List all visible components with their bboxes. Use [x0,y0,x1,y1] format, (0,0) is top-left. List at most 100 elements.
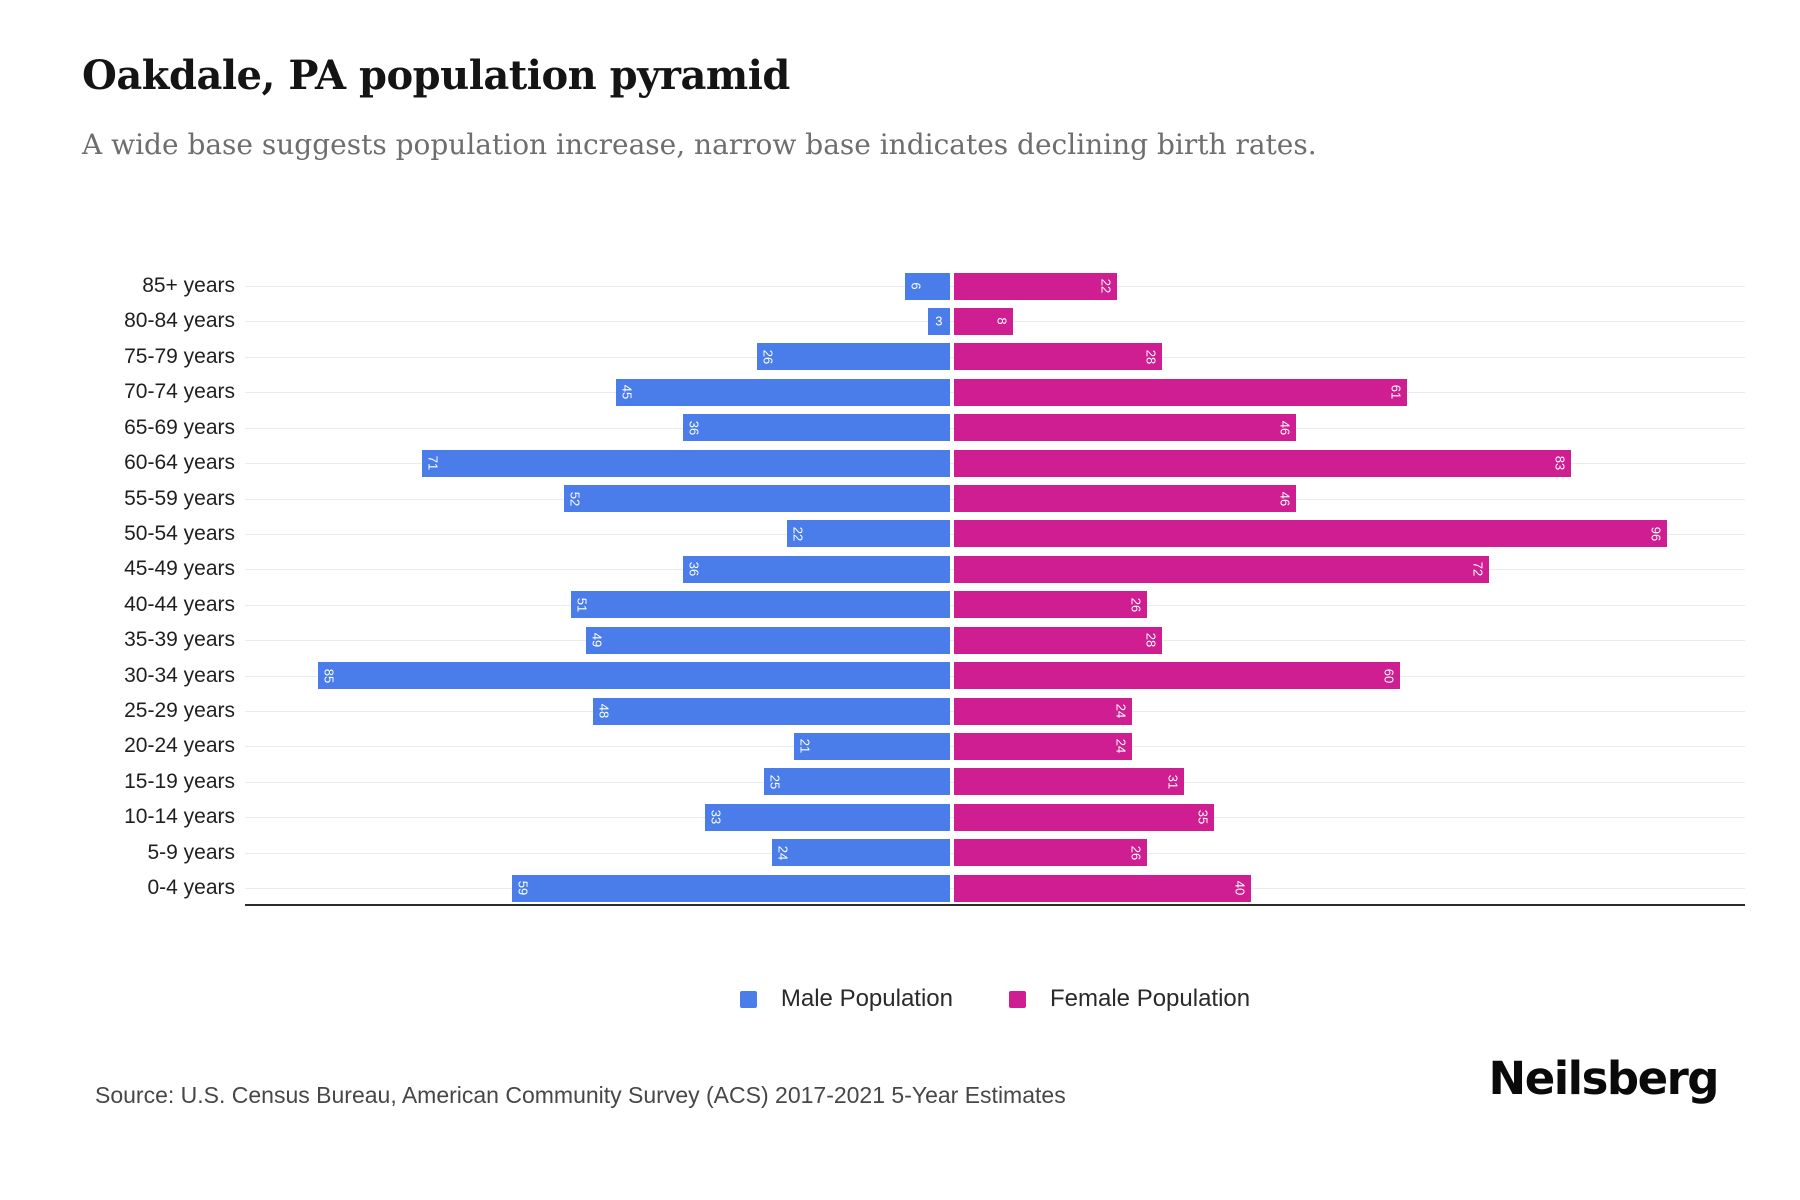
male-bar-value-label: 52 [567,491,583,506]
age-axis-label: 55-59 years [124,486,235,510]
female-bar-value-label: 31 [1165,774,1181,790]
age-axis-label: 30-34 years [124,663,235,687]
female-bar[interactable] [954,272,1118,300]
legend-male-label: Male Population [780,985,953,1012]
male-bar[interactable] [756,343,950,371]
female-bar-value-label: 61 [1388,385,1404,400]
female-bar[interactable] [954,414,1296,442]
female-bar[interactable] [954,803,1215,831]
male-bar-value-label: 59 [515,880,531,896]
age-axis-label: 65-69 years [124,415,235,439]
age-axis-label: 40-44 years [124,592,235,616]
female-bar-value-label: 28 [1143,632,1159,648]
brand-logo: Neilsberg [1488,1052,1720,1105]
male-bar-value-label: 49 [589,632,605,648]
legend-female-swatch-icon [1009,990,1026,1008]
female-bar-value-label: 46 [1277,491,1293,506]
male-bar[interactable] [571,591,950,619]
female-bar-value-label: 28 [1143,349,1159,365]
male-bar-value-label: 51 [574,597,590,612]
female-bar[interactable] [954,485,1296,513]
male-bar[interactable] [422,449,950,477]
male-bar[interactable] [563,485,950,513]
age-axis-label: 45-49 years [124,557,235,581]
male-bar[interactable] [905,272,950,300]
female-bar-value-label: 26 [1128,597,1144,612]
age-axis-label: 0-4 years [147,876,235,900]
male-bar-value-label: 71 [425,455,441,471]
male-bar-value-label: 48 [596,703,612,719]
male-bar[interactable] [927,307,950,335]
male-bar[interactable] [593,697,950,725]
male-bar-value-label: 25 [767,774,783,790]
male-bar[interactable] [318,662,950,690]
male-bar[interactable] [786,520,950,548]
female-bar[interactable] [954,732,1133,760]
female-bar-value-label: 24 [1113,703,1129,719]
female-bar-value-label: 83 [1552,455,1568,471]
male-bar-value-label: 3 [935,313,943,329]
male-bar-value-label: 22 [790,526,806,542]
female-bar-value-label: 26 [1128,845,1144,860]
female-bar[interactable] [954,591,1148,619]
male-bar[interactable] [511,874,950,902]
male-bar[interactable] [764,768,950,796]
female-bar[interactable] [954,343,1163,371]
legend-item-male[interactable]: Male Population [739,985,953,1013]
male-bar-value-label: 36 [686,562,702,577]
male-bar-value-label: 26 [760,349,776,365]
male-bar[interactable] [793,732,950,760]
female-bar-value-label: 22 [1098,278,1114,294]
age-axis-label: 10-14 years [124,805,235,829]
source-text: Source: U.S. Census Bureau, American Com… [95,1082,1066,1108]
female-bar-value-label: 35 [1195,810,1211,825]
female-bar[interactable] [954,626,1163,654]
age-axis-label: 85+ years [142,274,235,297]
female-bar[interactable] [954,520,1668,548]
age-axis-label: 25-29 years [124,699,235,723]
female-bar[interactable] [954,555,1489,583]
male-bar-value-label: 6 [908,282,924,290]
legend-female-label: Female Population [1050,985,1251,1012]
female-bar[interactable] [954,449,1571,477]
male-bar-value-label: 33 [708,810,724,825]
female-bar[interactable] [954,697,1133,725]
female-bar[interactable] [954,307,1014,335]
male-bar-value-label: 24 [775,845,791,860]
male-bar[interactable] [585,626,950,654]
female-bar-value-label: 24 [1113,739,1129,754]
female-bar-value-label: 72 [1470,562,1486,577]
male-bar[interactable] [771,839,950,867]
male-bar-value-label: 85 [321,668,337,683]
legend: Male Population Female Population [245,985,1745,1013]
male-bar[interactable] [682,414,950,442]
age-axis-label: 35-39 years [124,628,235,652]
female-bar-value-label: 40 [1232,880,1248,896]
female-bar[interactable] [954,839,1148,867]
age-axis-label: 75-79 years [124,344,235,368]
male-bar[interactable] [682,555,950,583]
female-bar-value-label: 60 [1381,668,1397,683]
age-axis-label: 70-74 years [124,380,235,404]
age-axis-label: 80-84 years [124,309,235,333]
female-bar[interactable] [954,874,1252,902]
male-bar-value-label: 45 [619,385,635,400]
x-axis-line [245,903,1745,906]
male-bar-value-label: 36 [686,420,702,435]
male-bar[interactable] [615,378,950,406]
page-title: Oakdale, PA population pyramid [82,52,790,99]
legend-item-female[interactable]: Female Population [1009,985,1250,1013]
legend-male-swatch-icon [739,990,757,1008]
female-bar[interactable] [954,378,1408,406]
female-bar-value-label: 8 [994,317,1010,326]
female-bar-value-label: 96 [1648,526,1664,542]
age-axis-label: 20-24 years [124,734,235,758]
male-bar[interactable] [704,803,950,831]
age-axis-label: 5-9 years [147,840,235,864]
male-bar-value-label: 21 [797,739,813,754]
female-bar[interactable] [954,768,1185,796]
female-bar-value-label: 46 [1277,420,1293,435]
female-bar[interactable] [954,662,1400,690]
age-axis-label: 50-54 years [124,521,235,545]
age-axis-label: 60-64 years [124,451,235,475]
